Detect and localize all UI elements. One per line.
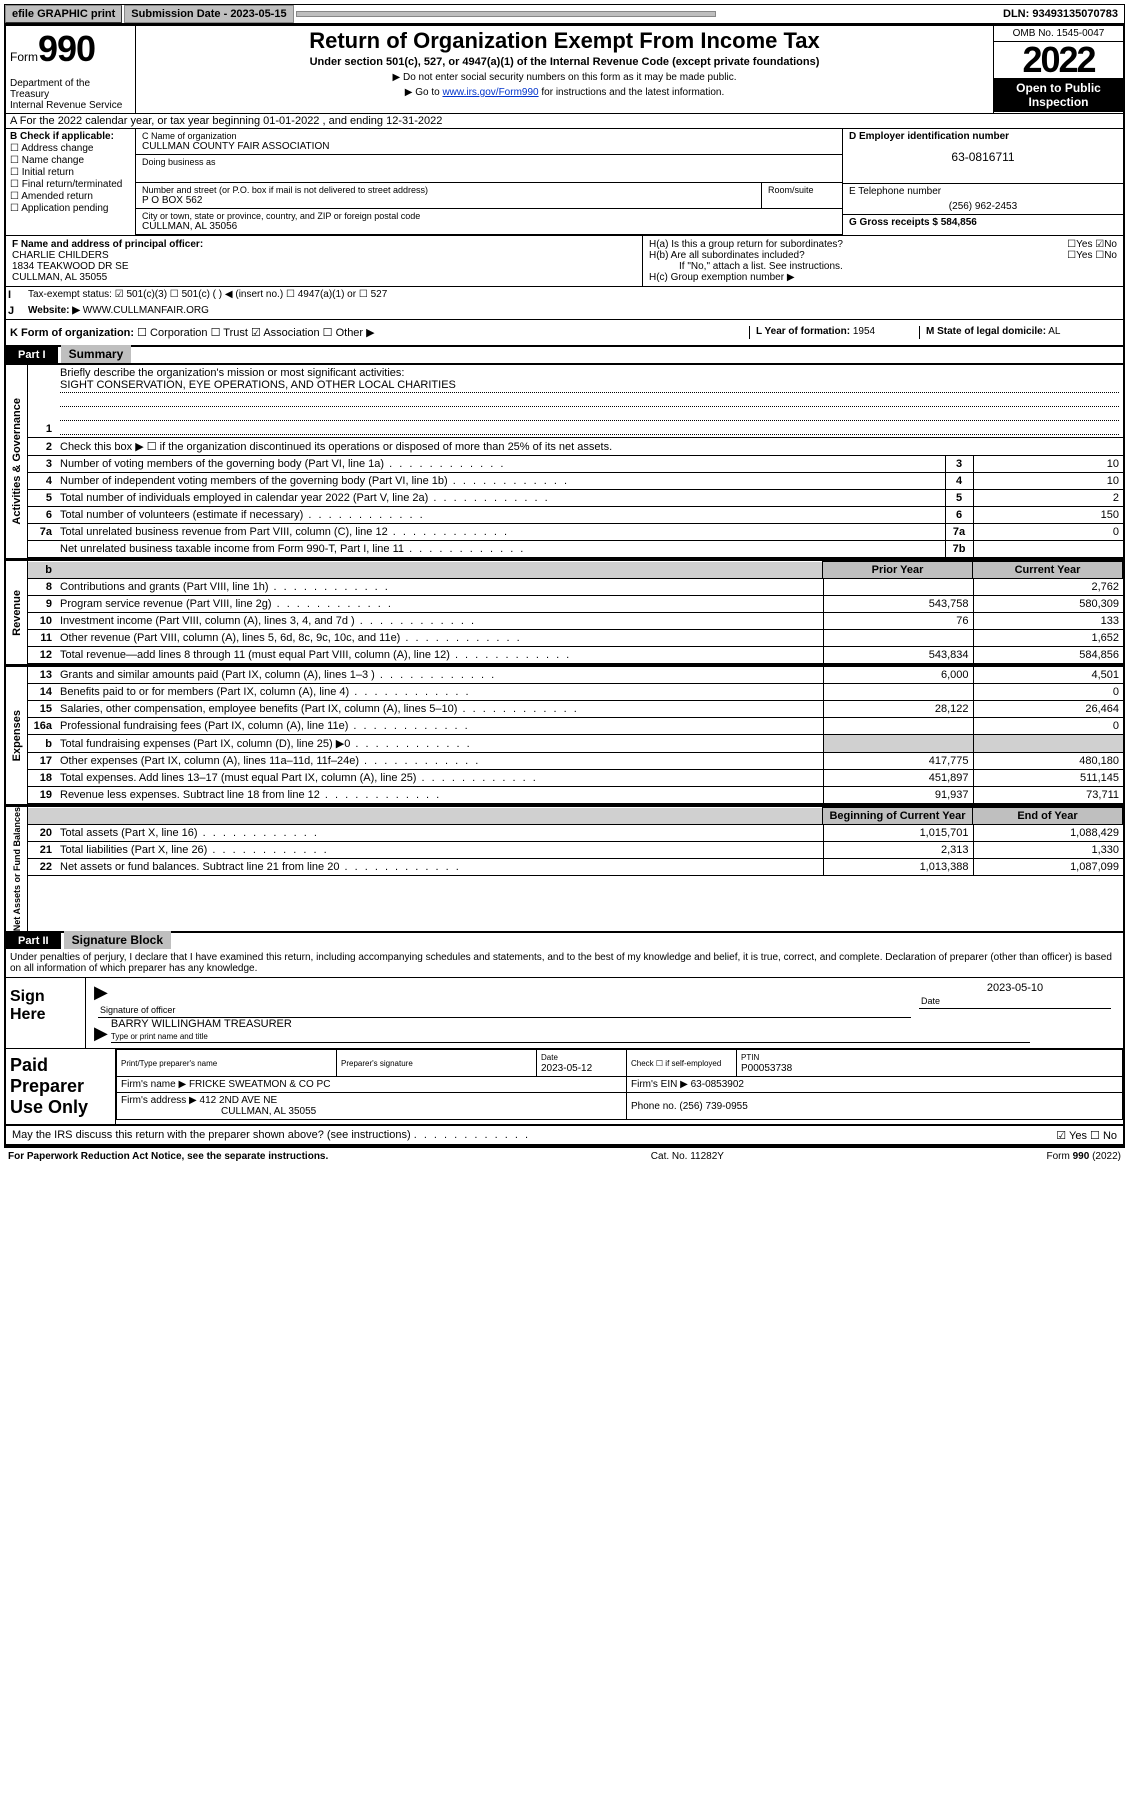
top-toolbar: efile GRAPHIC print Submission Date - 20… [4, 4, 1125, 24]
label-i: I [6, 287, 24, 303]
room-label: Room/suite [768, 185, 814, 195]
part-i-header: Part I Summary [6, 347, 1123, 365]
city-label: City or town, state or province, country… [142, 211, 420, 221]
officer-typed-name: BARRY WILLINGHAM TREASURER [111, 1018, 292, 1030]
section-m: M State of legal domicile: AL [919, 326, 1119, 339]
street-address: P O BOX 562 [142, 195, 202, 206]
expenses-block: Expenses 13Grants and similar amounts pa… [6, 665, 1123, 805]
label-j: J [6, 303, 24, 319]
officer-addr2: CULLMAN, AL 35055 [12, 272, 107, 283]
footer-left: For Paperwork Reduction Act Notice, see … [8, 1151, 328, 1162]
governance-block: Activities & Governance 1 Briefly descri… [6, 365, 1123, 559]
section-k: K Form of organization: ☐ Corporation ☐ … [10, 326, 749, 339]
c-name-label: C Name of organization [142, 131, 237, 141]
section-i: Tax-exempt status: ☑ 501(c)(3) ☐ 501(c) … [24, 287, 544, 303]
department: Department of the Treasury Internal Reve… [10, 78, 131, 111]
section-l: L Year of formation: 1954 [749, 326, 919, 339]
footer-right: Form 990 (2022) [1047, 1151, 1121, 1162]
spacer-field [296, 11, 716, 17]
paid-preparer-row: Paid Preparer Use Only Print/Type prepar… [6, 1049, 1123, 1126]
form-container: Form990 Department of the Treasury Inter… [4, 24, 1125, 1148]
declaration-text: Under penalties of perjury, I declare th… [6, 949, 1123, 978]
discuss-row: May the IRS discuss this return with the… [6, 1126, 1123, 1146]
firm-phone: (256) 739-0955 [679, 1101, 747, 1112]
line-a: A For the 2022 calendar year, or tax yea… [6, 114, 1123, 129]
section-j: Website: ▶ WWW.CULLMANFAIR.ORG [24, 303, 1123, 319]
section-k-l-m: K Form of organization: ☐ Corporation ☐ … [6, 320, 1123, 347]
form-note-2: ▶ Go to www.irs.gov/Form990 for instruct… [142, 87, 987, 98]
section-f-h: F Name and address of principal officer:… [6, 236, 1123, 287]
section-h: H(a) Is this a group return for subordin… [643, 236, 1123, 286]
irs-link[interactable]: www.irs.gov/Form990 [442, 87, 538, 98]
footer-mid: Cat. No. 11282Y [328, 1151, 1046, 1162]
mission-label: Briefly describe the organization's miss… [60, 367, 404, 379]
ein-value: 63-0816711 [849, 150, 1117, 164]
website: WWW.CULLMANFAIR.ORG [83, 305, 209, 316]
city-state-zip: CULLMAN, AL 35056 [142, 221, 237, 232]
section-d: D Employer identification number 63-0816… [843, 129, 1123, 183]
form-subtitle: Under section 501(c), 527, or 4947(a)(1)… [142, 56, 987, 68]
sign-here-row: Sign Here ▶ Signature of officer 2023-05… [6, 978, 1123, 1049]
mission-text: SIGHT CONSERVATION, EYE OPERATIONS, AND … [60, 379, 1119, 393]
sig-date-label: Date [919, 994, 1111, 1009]
section-g: G Gross receipts $ 584,856 [843, 214, 1123, 230]
tax-year: 2022 [994, 42, 1123, 78]
efile-button[interactable]: efile GRAPHIC print [5, 5, 122, 23]
section-f: F Name and address of principal officer:… [6, 236, 643, 286]
telephone: (256) 962-2453 [849, 201, 1117, 212]
part-ii-header: Part II Signature Block [6, 933, 1123, 949]
officer-name: CHARLIE CHILDERS [12, 250, 109, 261]
firm-name: FRICKE SWEATMON & CO PC [189, 1079, 331, 1090]
dba-label: Doing business as [142, 157, 216, 167]
section-b: B Check if applicable: ☐ Address change … [6, 129, 136, 235]
dln: DLN: 93493135070783 [997, 6, 1124, 22]
line-2: Check this box ▶ ☐ if the organization d… [56, 438, 1123, 456]
open-to-public: Open to Public Inspection [994, 78, 1123, 112]
form-number: Form990 [10, 28, 131, 70]
firm-ein: 63-0853902 [691, 1079, 744, 1090]
addr-label: Number and street (or P.O. box if mail i… [142, 185, 428, 195]
form-note-1: ▶ Do not enter social security numbers o… [142, 72, 987, 83]
page-footer: For Paperwork Reduction Act Notice, see … [4, 1148, 1125, 1165]
firm-addr1: 412 2ND AVE NE [200, 1095, 278, 1106]
firm-addr2: CULLMAN, AL 35055 [221, 1106, 316, 1117]
org-name: CULLMAN COUNTY FAIR ASSOCIATION [142, 141, 329, 152]
form-header: Form990 Department of the Treasury Inter… [6, 26, 1123, 114]
form-title: Return of Organization Exempt From Incom… [142, 28, 987, 54]
sig-date-value: 2023-05-10 [915, 982, 1115, 994]
sig-officer-label: Signature of officer [98, 1003, 911, 1018]
ptin: P00053738 [741, 1063, 792, 1074]
officer-addr1: 1834 TEAKWOOD DR SE [12, 261, 129, 272]
submission-date: Submission Date - 2023-05-15 [124, 5, 293, 23]
section-b-c-d: B Check if applicable: ☐ Address change … [6, 129, 1123, 236]
section-e: E Telephone number (256) 962-2453 [843, 183, 1123, 214]
netassets-block: Net Assets or Fund Balances Beginning of… [6, 805, 1123, 933]
revenue-block: Revenue b Prior Year Current Year 8Contr… [6, 559, 1123, 665]
gross-receipts: 584,856 [941, 217, 977, 228]
